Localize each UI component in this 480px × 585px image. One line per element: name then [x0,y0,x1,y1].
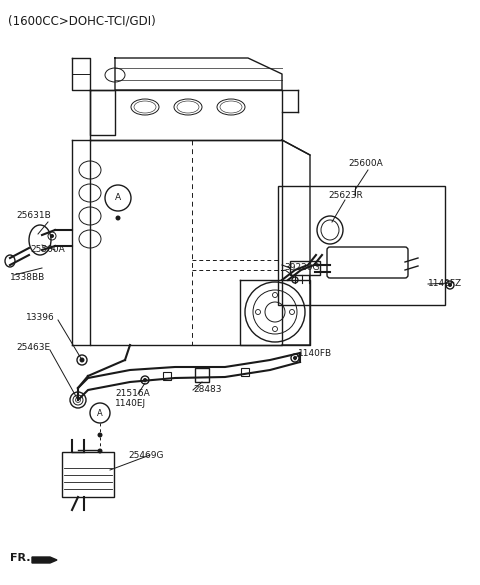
Text: 28483: 28483 [193,386,221,394]
Polygon shape [115,58,282,90]
Circle shape [143,378,147,382]
Text: 1140FB: 1140FB [298,349,332,357]
Text: 25631B: 25631B [16,211,51,219]
Circle shape [97,449,103,453]
Text: 25463E: 25463E [16,342,50,352]
Text: 25600A: 25600A [348,159,383,167]
Circle shape [116,215,120,221]
Text: (1600CC>DOHC-TCI/GDI): (1600CC>DOHC-TCI/GDI) [8,14,156,27]
Bar [241,368,249,376]
Text: 25623R: 25623R [328,191,363,199]
Text: A: A [115,194,121,202]
Circle shape [293,356,297,360]
Bar [195,368,209,382]
Text: 25500A: 25500A [30,246,65,254]
Text: 21516A: 21516A [115,390,150,398]
Text: 1140EJ: 1140EJ [115,400,146,408]
Bar [163,372,171,380]
Circle shape [50,234,54,238]
Circle shape [97,432,103,438]
Text: A: A [97,408,103,418]
Bar [278,186,445,305]
Text: 1140FZ: 1140FZ [428,278,462,287]
Bar [62,452,114,497]
FancyArrow shape [32,557,57,563]
Bar [290,261,320,275]
Text: 1338BB: 1338BB [10,273,45,281]
Text: 25469G: 25469G [128,450,164,459]
Text: 13396: 13396 [26,314,55,322]
Text: FR.: FR. [10,553,31,563]
Circle shape [80,357,84,363]
Text: 39220G: 39220G [284,263,320,271]
Circle shape [448,283,452,287]
